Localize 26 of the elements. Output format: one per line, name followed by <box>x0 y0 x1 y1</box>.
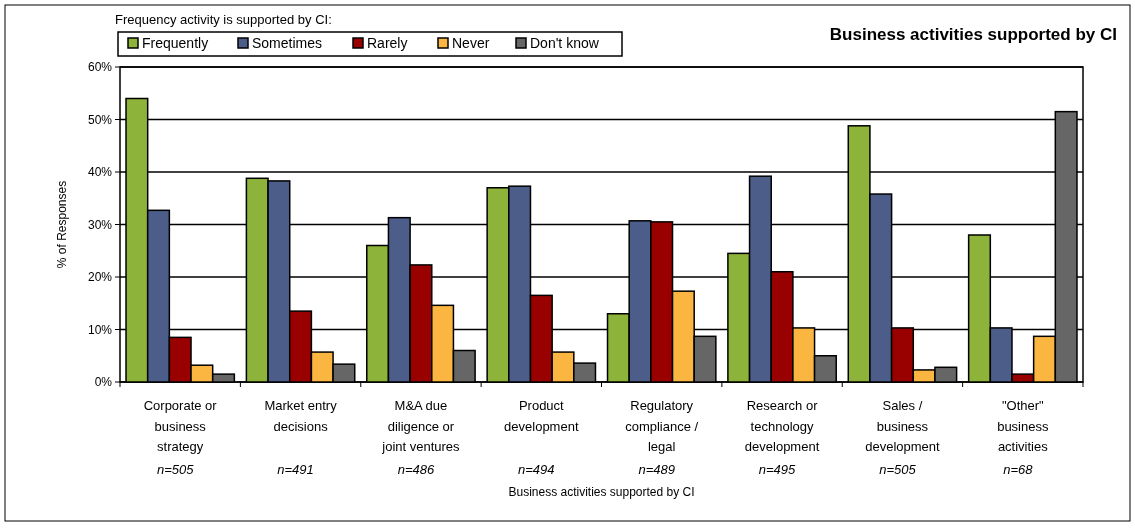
y-tick-label: 0% <box>94 375 113 390</box>
text: n=495 <box>758 462 797 477</box>
x-tick-label: Product development <box>504 398 579 434</box>
y-tick-label: 10% <box>87 322 113 337</box>
y-tick-label: 60% <box>87 60 113 75</box>
legend-label: Frequently <box>142 35 209 51</box>
text: n=505 <box>879 462 917 477</box>
legend-title: Frequency activity is supported by CI: <box>115 12 332 27</box>
x-tick-label: Market entry decisions <box>264 398 338 434</box>
y-tick-label: 40% <box>87 165 113 180</box>
legend-label: Rarely <box>367 35 408 51</box>
text: n=68 <box>1003 462 1034 477</box>
y-tick-label: 30% <box>87 217 113 232</box>
text: n=491 <box>277 462 314 477</box>
text: n=489 <box>638 462 675 477</box>
text: n=486 <box>397 462 435 477</box>
legend-label: Don't know <box>530 35 600 51</box>
y-tick-label: 20% <box>87 270 113 285</box>
x-axis-title: Business activities supported by CI <box>508 485 695 499</box>
y-tick-label: 50% <box>87 112 113 127</box>
text: n=505 <box>156 462 195 477</box>
legend-label: Sometimes <box>252 35 323 51</box>
y-axis-title: % of Responses <box>55 180 69 269</box>
text: n=494 <box>518 462 555 477</box>
chart-title: Business activities supported by CI <box>829 25 1117 44</box>
legend-label: Never <box>452 35 490 51</box>
